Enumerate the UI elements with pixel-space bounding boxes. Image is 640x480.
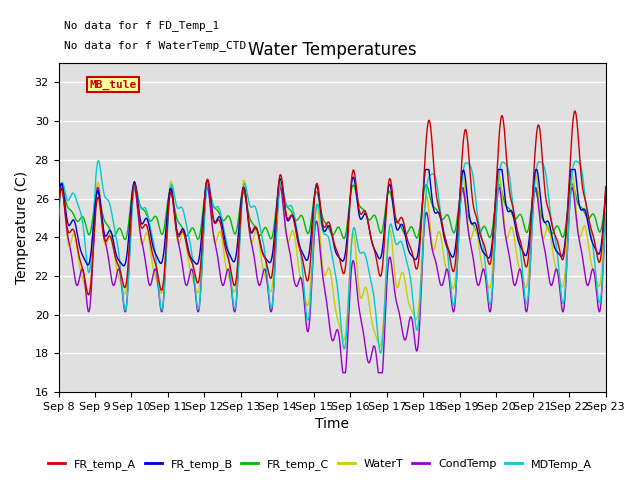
Text: No data for f FD_Temp_1: No data for f FD_Temp_1 [64,20,220,31]
Title: Water Temperatures: Water Temperatures [248,41,417,59]
X-axis label: Time: Time [315,418,349,432]
Text: MB_tule: MB_tule [90,80,137,90]
Text: No data for f WaterTemp_CTD: No data for f WaterTemp_CTD [64,40,246,51]
Y-axis label: Temperature (C): Temperature (C) [15,171,29,284]
Legend: FR_temp_A, FR_temp_B, FR_temp_C, WaterT, CondTemp, MDTemp_A: FR_temp_A, FR_temp_B, FR_temp_C, WaterT,… [44,455,596,474]
